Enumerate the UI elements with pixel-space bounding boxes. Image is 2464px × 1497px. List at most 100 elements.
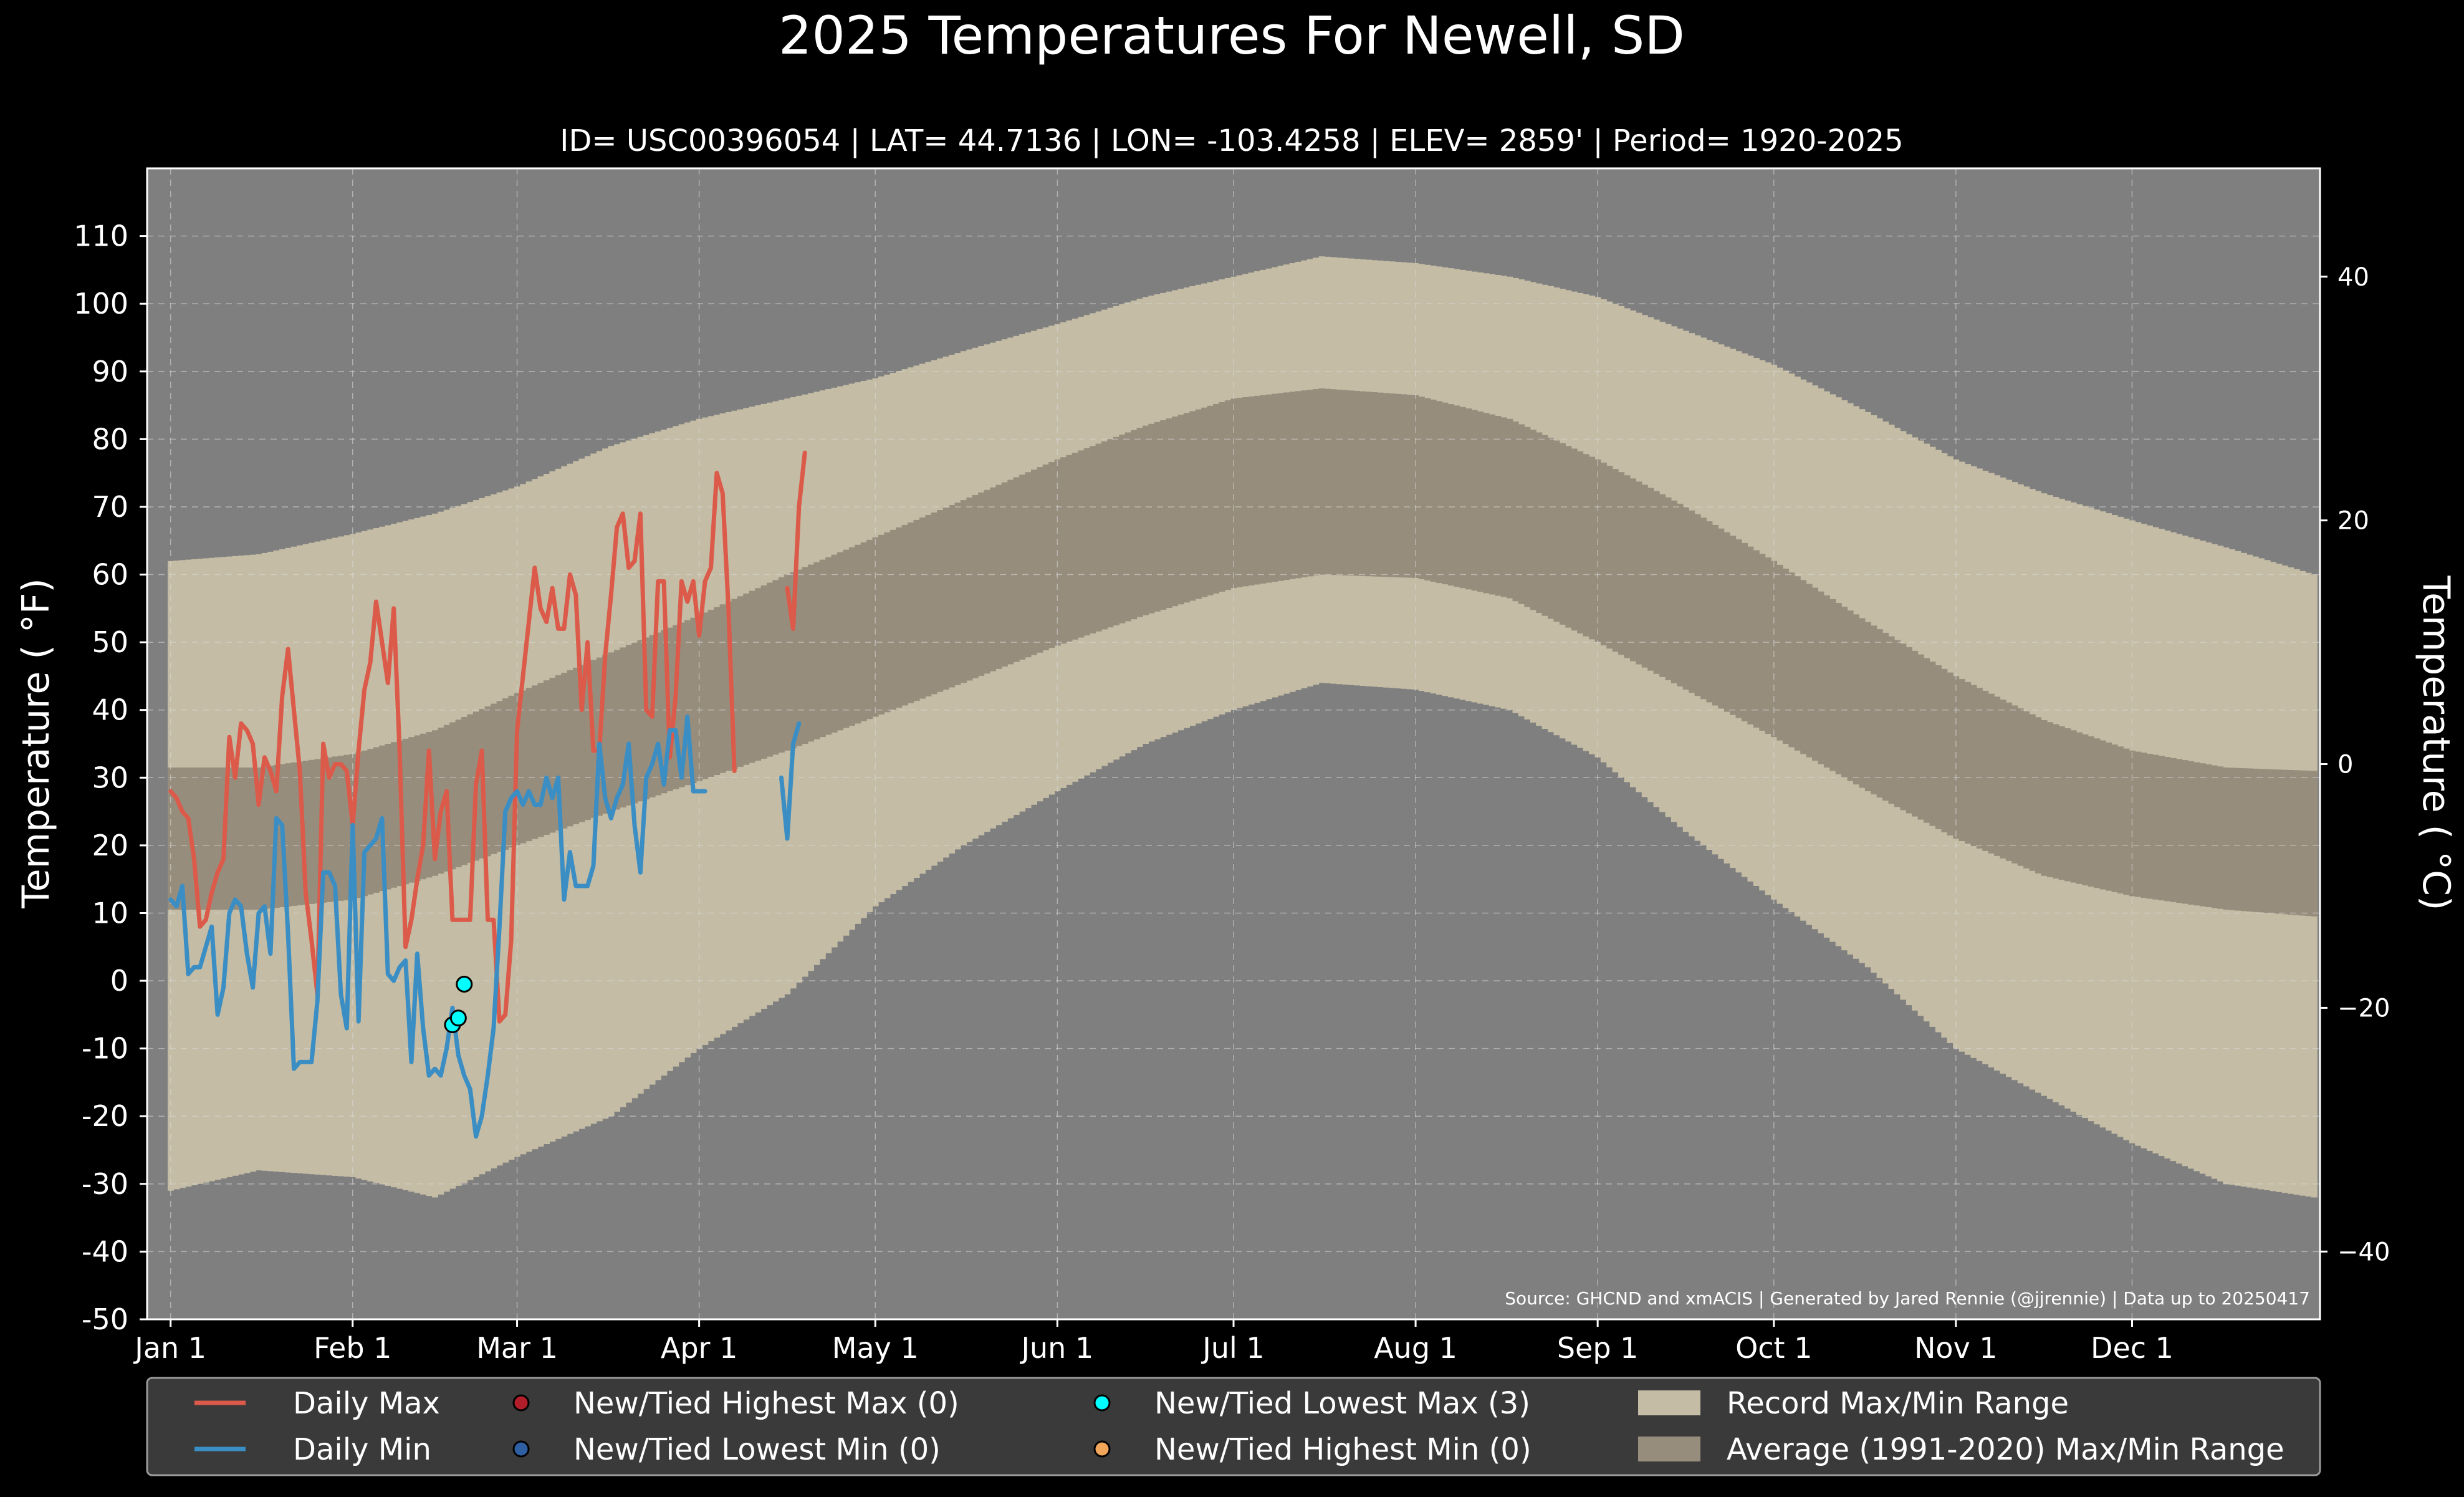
average-range-bar [1177,415,1184,605]
average-range-bar [1236,398,1243,587]
average-range-bar [1406,395,1413,578]
average-range-bar [2246,768,2253,912]
average-range-bar [2258,769,2265,913]
average-range-bar [631,642,638,804]
average-range-bar [320,758,327,903]
average-range-bar [1917,654,1924,820]
legend-label: New/Tied Lowest Min (0) [573,1432,941,1467]
average-range-bar [1677,503,1684,687]
average-range-bar [2088,736,2094,887]
average-range-bar [702,612,709,779]
average-range-bar [2217,766,2224,909]
average-range-bar [1359,391,1366,576]
average-range-bar [1195,409,1202,599]
x-tick-label: May 1 [832,1331,919,1365]
average-range-bar [1354,390,1361,576]
average-range-bar [1430,399,1437,582]
average-range-bar [1935,665,1942,829]
average-max-min-range [167,388,2318,917]
x-tick-label: Dec 1 [2091,1331,2174,1365]
average-range-bar [491,703,497,854]
average-range-bar [690,617,697,783]
average-range-bar [937,510,944,692]
average-range-bar [1906,647,1912,814]
average-range-bar [684,620,691,786]
average-range-bar [1671,500,1677,683]
average-range-bar [1342,390,1349,575]
average-range-bar [1207,405,1214,595]
average-range-bar [567,670,573,827]
average-range-bar [949,505,956,688]
average-range-bar [414,735,421,881]
average-range-bar [285,763,292,907]
average-range-bar [2223,768,2230,910]
legend-label: Record Max/Min Range [1727,1386,2069,1421]
average-range-bar [549,678,556,833]
average-range-bar [2311,771,2318,917]
average-range-bar [1142,425,1149,615]
average-range-bar [338,756,345,901]
average-range-bar [249,768,256,910]
average-range-bar [2123,748,2130,895]
average-range-bar [2023,711,2030,869]
average-range-bar [179,768,186,910]
average-range-bar [449,722,456,870]
y-tick-label: 110 [74,219,128,253]
average-range-bar [2293,770,2300,915]
y-tick-label: 20 [92,829,128,862]
y-right-tick-label: −40 [2337,1238,2390,1266]
average-range-bar [1771,561,1778,738]
average-range-bar [2276,769,2283,914]
source-note: Source: GHCND and xmACIS | Generated by … [1505,1288,2310,1309]
average-range-bar [1988,693,1995,854]
y-tick-label: 100 [74,287,128,320]
average-range-bar [238,768,245,910]
average-range-bar [261,766,268,910]
y-tick-label: -50 [82,1302,128,1336]
record-markers [444,975,473,1034]
average-range-bar [1265,394,1272,583]
average-range-bar [654,632,661,796]
average-range-bar [1007,479,1014,665]
average-range-bar [1471,410,1478,591]
average-range-bar [1488,414,1495,595]
average-range-bar [1641,484,1648,668]
average-range-bar [2094,738,2101,888]
x-axis: Jan 1 Feb 1 Mar 1 Apr 1 May 1 Jun 1 Jul 1 Aug 1… [133,1319,2174,1365]
average-range-bar [878,534,885,715]
average-range-bar [537,683,544,837]
average-range-bar [309,759,315,904]
average-range-bar [525,688,532,842]
average-range-bar [831,554,838,733]
average-range-bar [1823,595,1830,768]
new-lowest-max-point [449,1009,467,1027]
average-range-bar [484,706,491,857]
average-range-bar [749,590,755,763]
average-range-bar [1301,390,1308,577]
average-range-bar [1101,441,1108,630]
average-range-bar [1541,435,1548,616]
average-range-bar [1013,477,1020,662]
legend-label: New/Tied Highest Max (0) [573,1386,959,1421]
average-range-bar [925,514,932,696]
average-range-bar [2288,769,2294,915]
x-tick-label: Sep 1 [1557,1331,1639,1365]
average-range-bar [1418,397,1425,579]
average-range-bar [1166,418,1172,609]
average-range-bar [214,768,221,910]
average-range-bar [2076,732,2083,884]
average-range-bar [755,588,762,761]
average-range-bar [543,680,550,835]
average-range-bar [2270,769,2276,913]
chart-subtitle: ID= USC00396054 | LAT= 44.7136 | LON= -1… [560,123,1903,158]
average-range-bar [1970,685,1977,846]
average-range-bar [1401,394,1407,578]
average-range-bar [1565,446,1572,628]
average-range-bar [1589,456,1596,640]
average-range-bar [2117,746,2124,893]
average-range-bar [1706,521,1713,703]
average-range-bar [2140,753,2147,898]
average-range-bar [185,768,192,910]
average-range-bar [1148,423,1155,614]
new-lowest-max-point [456,975,473,993]
